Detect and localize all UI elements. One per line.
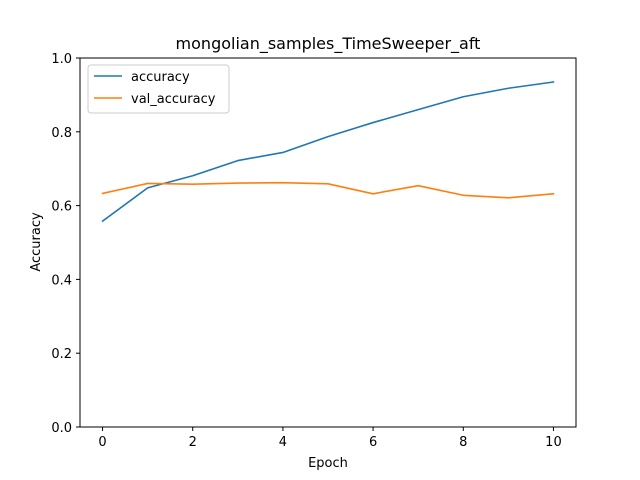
- x-tick-label: 6: [369, 435, 377, 450]
- x-tick-label: 2: [189, 435, 197, 450]
- x-axis-label: Epoch: [308, 456, 348, 471]
- y-tick-label: 0.6: [51, 200, 72, 215]
- y-tick-label: 0.4: [51, 273, 72, 288]
- legend-label-accuracy: accuracy: [131, 70, 190, 85]
- x-tick-label: 0: [98, 435, 106, 450]
- axes-frame: [79, 57, 577, 428]
- plot-area: 0 2 4 6 8 10 0.0 0.2 0.4 0.6 0.8 1.0 accuracy val_acc…: [51, 52, 577, 450]
- y-tick-label: 0.2: [51, 347, 72, 362]
- x-tick-label: 8: [459, 435, 467, 450]
- series-line-val-accuracy: [101, 181, 555, 199]
- y-tick-label: 0.8: [51, 126, 72, 141]
- y-axis-label: Accuracy: [29, 212, 44, 272]
- chart-title: mongolian_samples_TimeSweeper_aft: [176, 34, 481, 54]
- x-tick-label: 10: [545, 435, 562, 450]
- legend-box: [87, 64, 230, 114]
- y-tick-label: 1.0: [51, 52, 72, 67]
- series-line-accuracy: [101, 81, 555, 223]
- legend-label-val-accuracy: val_accuracy: [131, 92, 216, 107]
- y-tick-label: 0.0: [51, 421, 72, 436]
- x-tick-label: 4: [279, 435, 287, 450]
